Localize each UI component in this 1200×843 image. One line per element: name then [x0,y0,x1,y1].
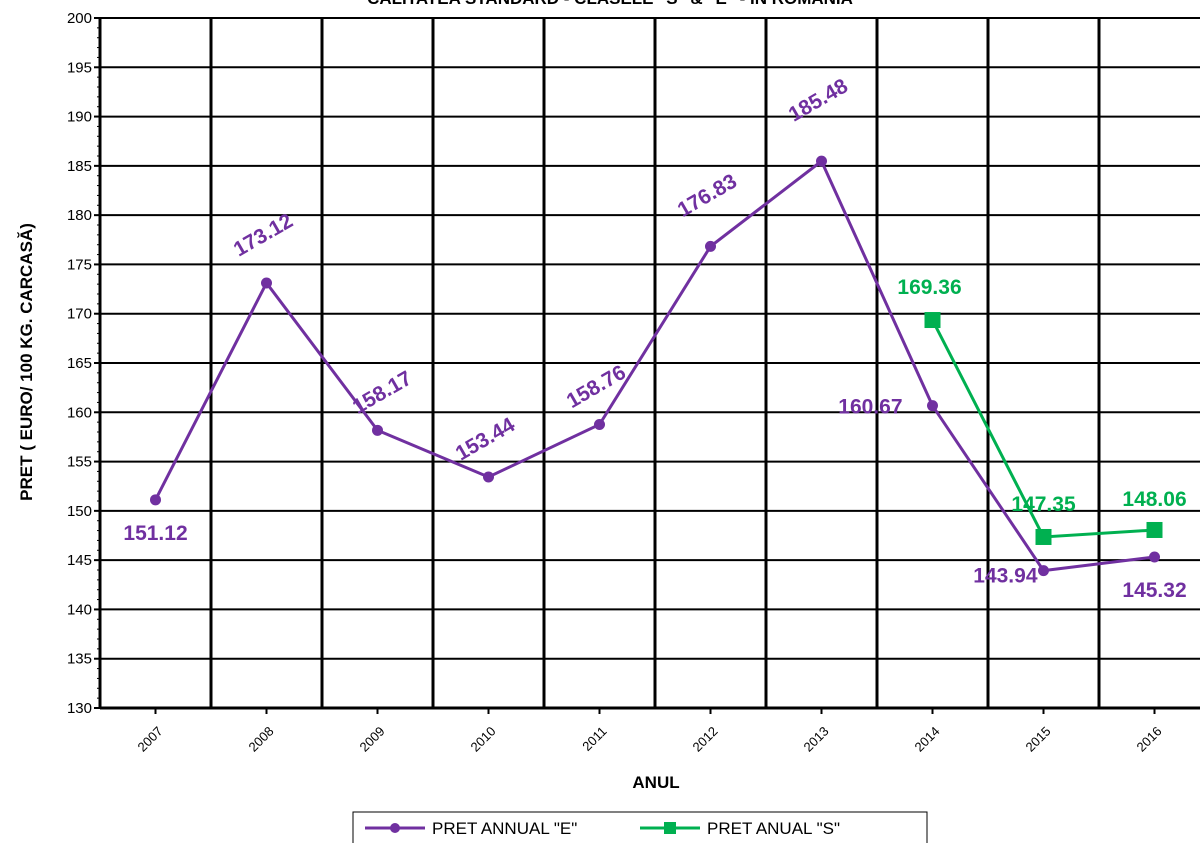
y-tick-label: 170 [67,306,92,323]
y-tick-label: 175 [67,256,92,273]
data-point [1149,551,1160,563]
data-point [1146,521,1163,538]
x-tick-label: 2012 [690,724,721,755]
data-point [594,419,605,431]
x-tick-label: 2011 [579,724,609,754]
data-point [705,240,716,252]
data-point [927,400,938,412]
x-axis-label: ANUL [632,773,679,792]
x-tick-label: 2016 [1134,724,1165,755]
y-tick-label: 160 [67,404,92,421]
y-tick-label: 130 [67,700,92,717]
y-axis-label: PRET ( EURO/ 100 KG. CARCASĂ) [17,223,36,501]
grid [98,17,1200,709]
series-layer [150,155,1163,577]
data-label: 148.06 [1122,488,1186,511]
data-label: 173.12 [230,209,297,261]
data-label: 143.94 [973,565,1038,588]
y-tick-label: 150 [67,503,92,520]
legend-marker-s [664,822,676,834]
x-axis-ticks: 2007 2008 2009 2010 2011 2012 2013 2014 2015 2016 [135,708,1165,755]
data-point [1035,528,1052,545]
data-point [924,312,941,329]
y-tick-label: 135 [67,651,92,668]
legend-label-s: PRET ANUAL "S" [707,819,840,838]
x-tick-label: 2007 [135,724,166,755]
x-tick-label: 2008 [246,724,277,755]
data-label: 176.83 [674,170,741,222]
x-tick-label: 2009 [357,724,388,755]
x-tick-label: 2013 [801,724,832,755]
legend: PRET ANNUAL "E" PRET ANUAL "S" [352,811,928,843]
y-tick-label: 155 [67,454,92,471]
y-axis-ticks: 130 135 140 145 150 155 160 165 170 175 180 185 190 1… [67,10,100,717]
y-tick-label: 200 [67,10,92,27]
x-tick-label: 2015 [1023,724,1054,755]
y-tick-label: 195 [67,59,92,76]
data-label: 145.32 [1122,579,1186,602]
series-line-0 [154,158,1155,573]
chart-title: CALITATEA STANDARD - CLASELE "S" & "E" -… [367,0,853,8]
data-point [483,471,494,483]
data-point [1038,565,1049,577]
data-label: 158.17 [349,367,416,419]
data-point [150,494,161,506]
data-point [816,155,827,167]
data-point [372,424,383,436]
y-tick-label: 140 [67,601,92,618]
data-point [261,277,272,289]
legend-marker-e [390,823,400,833]
x-tick-label: 2010 [468,724,499,755]
y-tick-label: 145 [67,552,92,569]
data-label: 147.35 [1011,493,1076,516]
y-tick-label: 190 [67,109,92,126]
legend-label-e: PRET ANNUAL "E" [432,819,577,838]
data-label: 160.67 [838,396,902,419]
x-tick-label: 2014 [912,724,943,755]
data-label: 169.36 [897,276,961,299]
y-tick-label: 165 [67,355,92,372]
data-label: 185.48 [785,74,852,126]
y-tick-label: 185 [67,158,92,175]
y-tick-label: 180 [67,207,92,224]
data-label: 153.44 [452,413,519,465]
data-label: 158.76 [563,361,630,413]
data-label: 151.12 [123,522,187,545]
